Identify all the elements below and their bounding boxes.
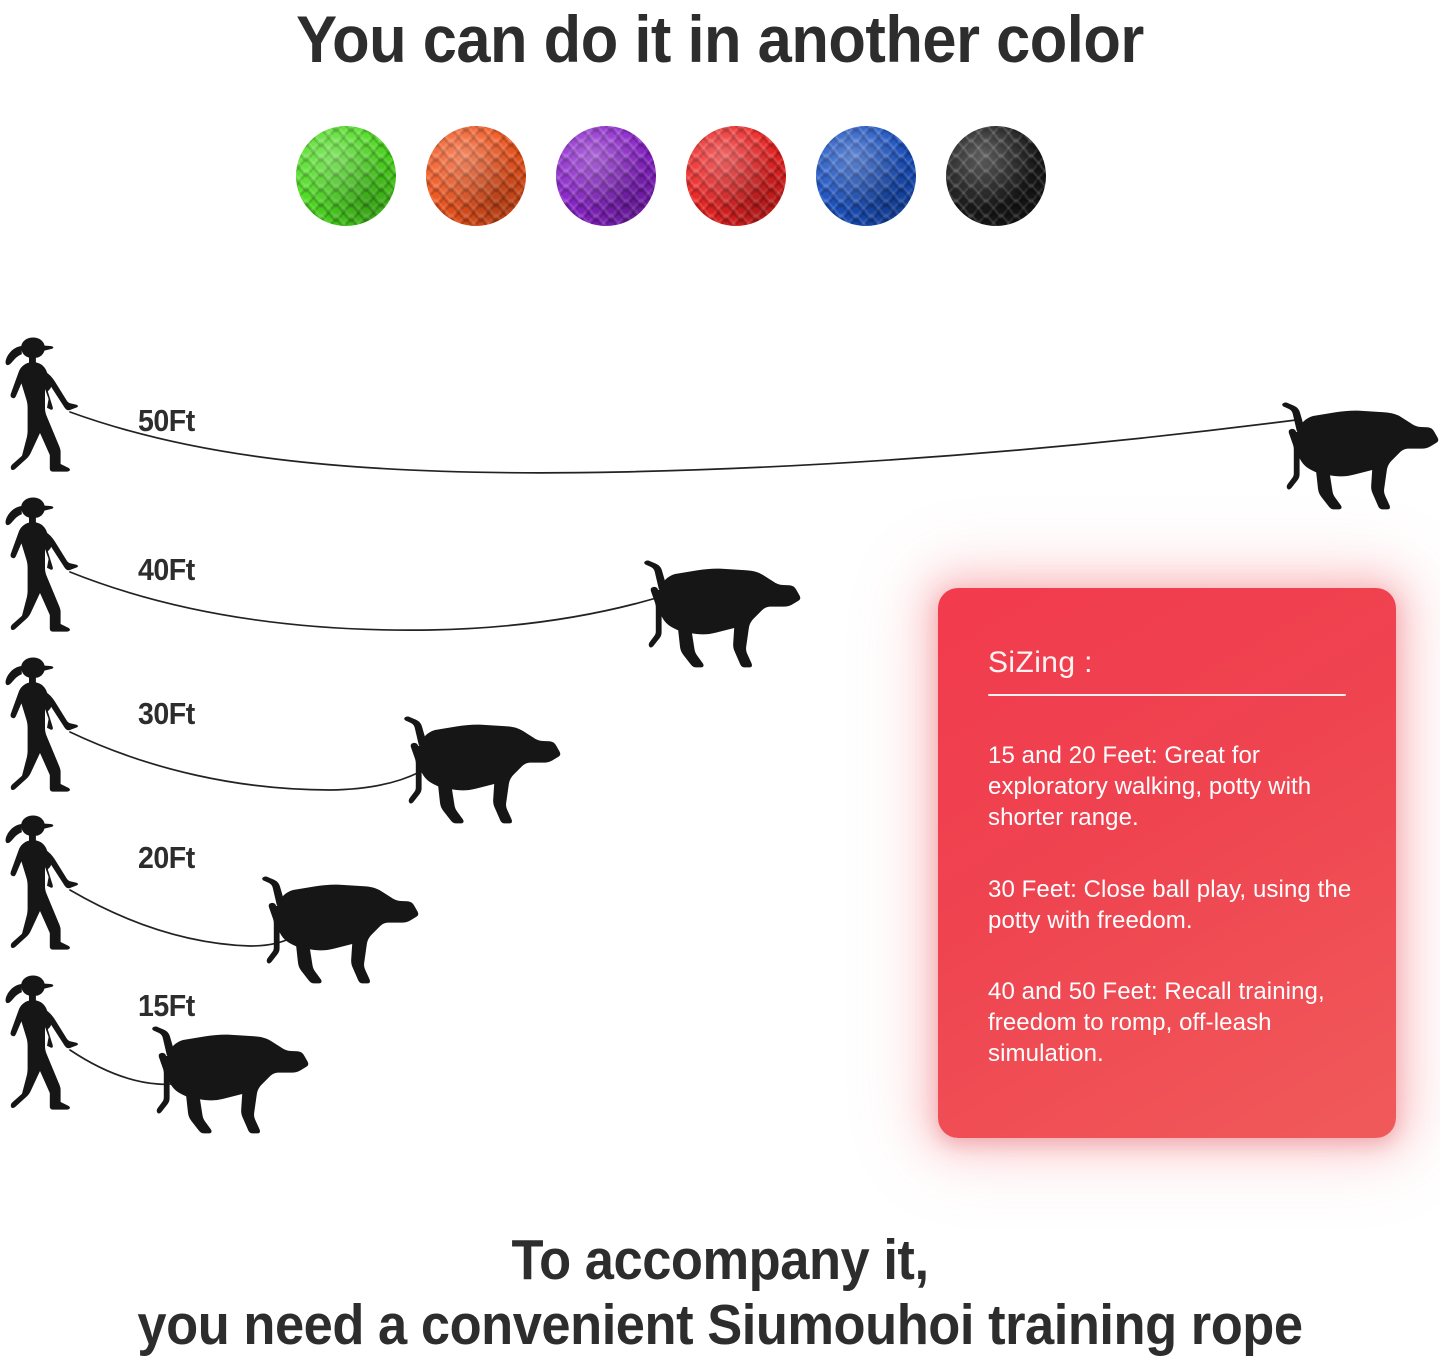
swatch-shading <box>296 126 396 226</box>
length-label-30ft: 30Ft <box>138 696 195 731</box>
rope-weave-texture <box>816 126 916 226</box>
walker-silhouette <box>5 815 78 950</box>
leash-row-20ft <box>5 815 419 984</box>
swatch-shading <box>686 126 786 226</box>
rope-weave-texture <box>946 126 1046 226</box>
color-swatch-red[interactable] <box>686 126 786 226</box>
walker-silhouette <box>5 657 78 792</box>
swatch-shading <box>556 126 656 226</box>
leash-row-40ft <box>5 497 801 668</box>
length-label-50ft: 50Ft <box>138 403 195 438</box>
rope-weave-texture <box>556 126 656 226</box>
walker-silhouette <box>5 337 78 472</box>
dog-silhouette <box>1282 402 1439 510</box>
footer-line-1: To accompany it, <box>511 1228 929 1292</box>
leash-row-30ft <box>5 657 561 824</box>
rope-weave-texture <box>296 126 396 226</box>
sizing-item-40-50: 40 and 50 Feet: Recall training, freedom… <box>988 977 1325 1068</box>
length-label-15ft: 15Ft <box>138 988 195 1023</box>
length-label-40ft: 40Ft <box>138 552 195 587</box>
walker-silhouette <box>5 975 78 1110</box>
rope-weave-texture <box>426 126 526 226</box>
dog-silhouette <box>152 1026 309 1134</box>
color-swatch-black[interactable] <box>946 126 1046 226</box>
color-swatch-blue[interactable] <box>816 126 916 226</box>
rope-weave-texture <box>686 126 786 226</box>
color-swatch-row <box>296 126 1106 226</box>
swatch-shading <box>946 126 1046 226</box>
walker-silhouette <box>5 497 78 632</box>
color-swatch-green[interactable] <box>296 126 396 226</box>
sizing-item-15-20: 15 and 20 Feet: Great for exploratory wa… <box>988 742 1312 832</box>
sizing-card-divider <box>988 694 1346 696</box>
sizing-card-title: SiZing : <box>988 646 1093 679</box>
color-swatch-purple[interactable] <box>556 126 656 226</box>
leash-line <box>69 411 1297 474</box>
dog-silhouette <box>262 876 419 984</box>
length-label-20ft: 20Ft <box>138 840 195 875</box>
sizing-card: SiZing : 15 and 20 Feet: Great for explo… <box>938 588 1396 1138</box>
leash-line <box>69 571 677 631</box>
footer-line-2: you need a convenient Siumouhoi training… <box>137 1292 1303 1357</box>
swatch-shading <box>426 126 526 226</box>
swatch-shading <box>816 126 916 226</box>
footer-tagline: To accompany it, you need a convenient S… <box>58 1228 1383 1358</box>
leash-row-15ft <box>5 975 309 1134</box>
color-swatch-orange[interactable] <box>426 126 526 226</box>
leash-row-50ft <box>5 337 1439 510</box>
dog-silhouette <box>644 560 801 668</box>
sizing-item-30: 30 Feet: Close ball play, using the pott… <box>988 875 1352 934</box>
dog-silhouette <box>404 716 561 824</box>
leash-line <box>69 731 447 791</box>
page-title: You can do it in another color <box>296 2 1144 76</box>
